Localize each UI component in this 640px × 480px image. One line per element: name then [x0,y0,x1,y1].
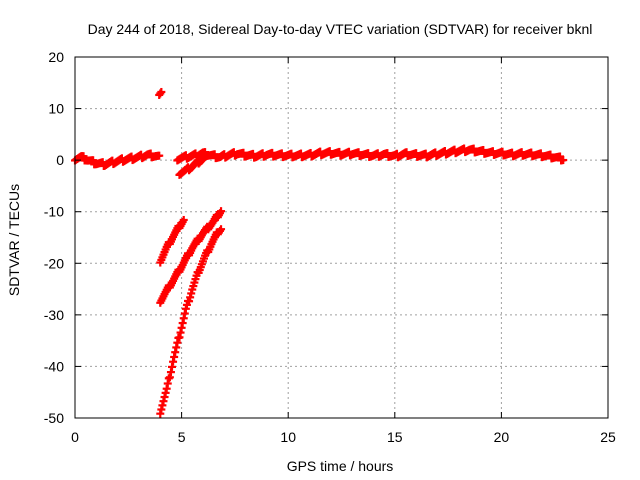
x-tick-label: 25 [600,429,616,445]
series-track-3 [156,225,226,418]
x-tick-label: 20 [494,429,510,445]
data-points [71,87,568,418]
x-axis-label: GPS time / hours [287,458,394,474]
grid-lines [75,57,608,418]
y-tick-label: 10 [48,101,64,117]
x-tick-label: 5 [178,429,186,445]
y-tick-label: -10 [44,204,64,220]
plot-frame [74,56,609,419]
y-tick-label: 20 [48,49,64,65]
y-tick-label: 0 [56,152,64,168]
series-main-band-b [173,144,568,165]
axis-ticks: 0 5 10 15 20 25 -50 -40 -30 -20 -10 0 10 20 [44,49,616,445]
series-short-dip [175,152,210,179]
y-tick-label: -20 [44,255,64,271]
x-tick-label: 0 [71,429,79,445]
series-outlier [155,87,166,99]
y-tick-label: -50 [44,410,64,426]
series-track-1 [156,215,188,267]
y-tick-label: -30 [44,307,64,323]
x-tick-label: 10 [280,429,296,445]
series-main-band-a [71,149,164,170]
y-tick-label: -40 [44,358,64,374]
y-axis-label: SDTVAR / TECUs [6,184,22,296]
series-track-2 [156,207,226,307]
x-tick-label: 15 [387,429,403,445]
chart-title: Day 244 of 2018, Sidereal Day-to-day VTE… [88,21,593,37]
